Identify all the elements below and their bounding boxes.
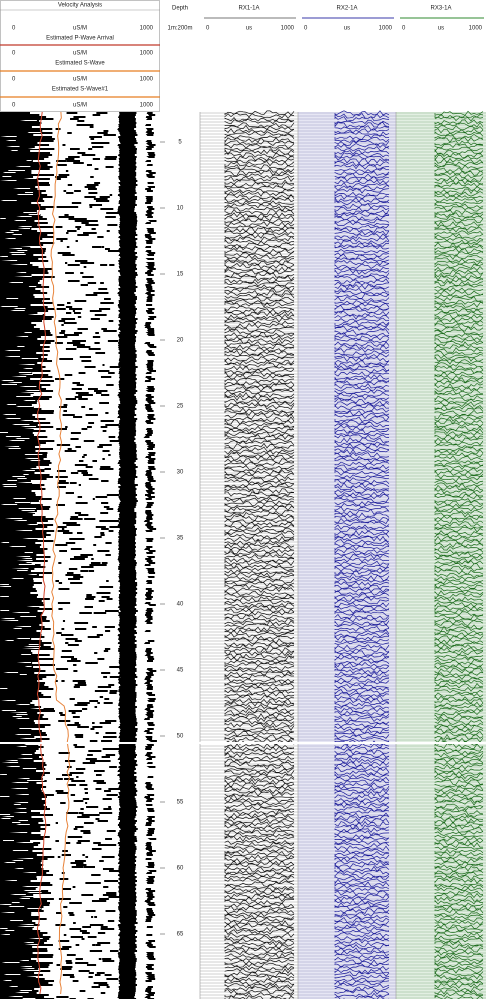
scale-max: 1000 [379, 26, 393, 32]
depth-label: 40 [177, 602, 184, 608]
track-name: RX3-1A [430, 6, 451, 12]
trace-waves [434, 110, 484, 999]
panel-title: Velocity Analysis [58, 3, 102, 9]
scale-unit: us [246, 26, 252, 32]
p-wave-curve [36, 111, 47, 995]
scale-unit: us [344, 26, 350, 32]
velocity-scales: 0 uS/M 1000 Estimated P-Wave Arrival 0 uS/M 10… [12, 26, 154, 109]
depth-scale: 1m:200m [167, 26, 192, 32]
scale-min: 0 [304, 26, 308, 32]
velocity-header [0, 0, 160, 112]
depth-label: 60 [177, 866, 184, 872]
depth-label: 65 [177, 932, 184, 938]
depth-label: 20 [177, 338, 184, 344]
scale-max: 1000 [469, 26, 483, 32]
track-name: RX1-1A [238, 6, 259, 12]
scale-min: 0 [12, 77, 16, 83]
scale-unit: uS/M [73, 26, 87, 32]
depth-label: 55 [177, 800, 184, 806]
scale-unit: uS/M [73, 51, 87, 57]
scale-min: 0 [206, 26, 210, 32]
scale-label: Estimated S-Wave [55, 61, 105, 67]
depth-label: 50 [177, 734, 184, 740]
scale-min: 0 [12, 26, 16, 32]
s-wave-curve [50, 111, 71, 995]
depth-label: 30 [177, 470, 184, 476]
scale-max: 1000 [281, 26, 295, 32]
scale-label: Estimated S-Wave#1 [52, 87, 109, 93]
scale-max: 1000 [140, 51, 154, 57]
scale-min: 0 [12, 103, 16, 109]
depth-axis: 5 10 15 20 25 30 35 40 45 50 55 60 65 [160, 140, 184, 938]
track-name: RX2-1A [336, 6, 357, 12]
track-headers: RX1-1A 0 us 1000 RX2-1A 0 us 1000 RX3-1A 0 us 1000 [204, 6, 484, 32]
scale-label: Estimated P-Wave Arrival [46, 36, 114, 42]
trace-waves [224, 110, 295, 999]
scale-max: 1000 [140, 77, 154, 83]
depth-label: 15 [177, 272, 184, 278]
trace-lines [396, 112, 486, 999]
scale-max: 1000 [140, 103, 154, 109]
scale-min: 0 [12, 51, 16, 57]
scale-max: 1000 [140, 26, 154, 32]
trace-waves [334, 110, 390, 999]
depth-title: Depth [172, 6, 188, 12]
scale-min: 0 [402, 26, 406, 32]
scale-unit: uS/M [73, 77, 87, 83]
depth-label: 35 [177, 536, 184, 542]
scale-unit: uS/M [73, 103, 87, 109]
scale-unit: us [438, 26, 444, 32]
log-body [0, 110, 486, 999]
depth-label: 25 [177, 404, 184, 410]
velocity-image [0, 112, 157, 999]
depth-label: 10 [177, 206, 184, 212]
depth-label: 5 [178, 140, 182, 146]
depth-label: 45 [177, 668, 184, 674]
